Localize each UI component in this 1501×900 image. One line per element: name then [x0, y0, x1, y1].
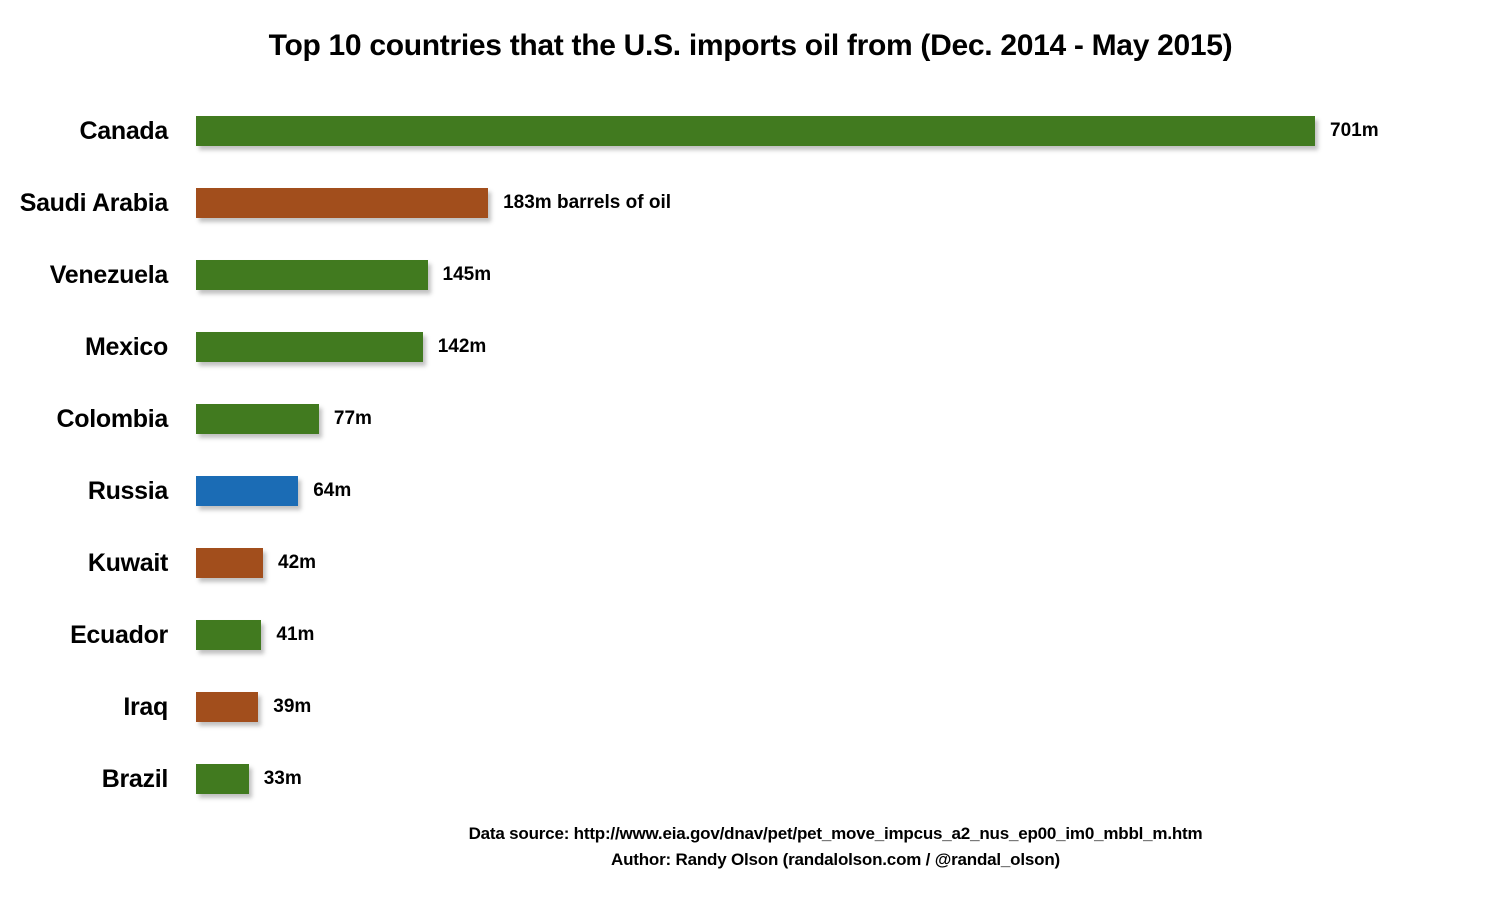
category-label-kuwait: Kuwait	[87, 548, 168, 577]
value-label: 39m	[273, 696, 312, 717]
chart-row: Mexico 142m	[0, 311, 1501, 383]
bar-canada	[196, 116, 1315, 146]
footer: Data source: http://www.eia.gov/dnav/pet…	[170, 821, 1501, 873]
value-label: 142m	[437, 336, 487, 357]
data-source-line: Data source: http://www.eia.gov/dnav/pet…	[468, 824, 1203, 843]
author-line: Author: Randy Olson (randalolson.com / @…	[611, 850, 1060, 869]
chart-row: Russia 64m	[0, 455, 1501, 527]
value-label: 183m barrels of oil	[503, 192, 671, 213]
category-label-venezuela: Venezuela	[49, 260, 169, 289]
chart-rows: Canada 701m Saudi Arabia 183m barrels of oi…	[0, 95, 1501, 815]
bar-area: 701m	[196, 116, 1501, 146]
chart-row: Ecuador 41m	[0, 599, 1501, 671]
category-label-brazil: Brazil	[101, 764, 169, 793]
value-label: 41m	[276, 624, 315, 645]
chart-row: Saudi Arabia 183m barrels of oil	[0, 167, 1501, 239]
bar-area: 145m	[196, 260, 1501, 290]
value-label: 42m	[278, 552, 317, 573]
category-label-russia: Russia	[87, 476, 168, 505]
bar-kuwait	[196, 548, 263, 578]
value-label: 64m	[313, 480, 352, 501]
value-label: 77m	[333, 408, 372, 429]
bar-area: 183m barrels of oil	[196, 188, 1501, 218]
chart-row: Colombia 77m	[0, 383, 1501, 455]
category-label-canada: Canada	[79, 116, 168, 145]
bar-area: 41m	[196, 620, 1501, 650]
bar-colombia	[196, 404, 319, 434]
value-label: 145m	[442, 264, 492, 285]
bar-brazil	[196, 764, 249, 794]
chart-row: Kuwait 42m	[0, 527, 1501, 599]
category-label-mexico: Mexico	[85, 332, 168, 361]
bar-area: 77m	[196, 404, 1501, 434]
category-label-ecuador: Ecuador	[70, 620, 168, 649]
bar-area: 142m	[196, 332, 1501, 362]
bar-venezuela	[196, 260, 428, 290]
bar-area: 64m	[196, 476, 1501, 506]
bar-saudi-arabia	[196, 188, 489, 218]
category-label-iraq: Iraq	[123, 692, 168, 721]
value-label: 701m	[1330, 120, 1379, 141]
bar-area: 42m	[196, 548, 1501, 578]
bar-mexico	[196, 332, 423, 362]
chart-title: Top 10 countries that the U.S. imports o…	[268, 29, 1233, 62]
chart-row: Brazil 33m	[0, 743, 1501, 815]
bar-ecuador	[196, 620, 262, 650]
chart-row: Venezuela 145m	[0, 239, 1501, 311]
chart-row: Canada 701m	[0, 95, 1501, 167]
chart-row: Iraq 39m	[0, 671, 1501, 743]
category-label-colombia: Colombia	[56, 404, 169, 433]
bar-area: 39m	[196, 692, 1501, 722]
value-label: 33m	[263, 768, 302, 789]
category-label-saudi-arabia: Saudi Arabia	[19, 188, 169, 217]
bar-russia	[196, 476, 299, 506]
bar-area: 33m	[196, 764, 1501, 794]
bar-iraq	[196, 692, 259, 722]
